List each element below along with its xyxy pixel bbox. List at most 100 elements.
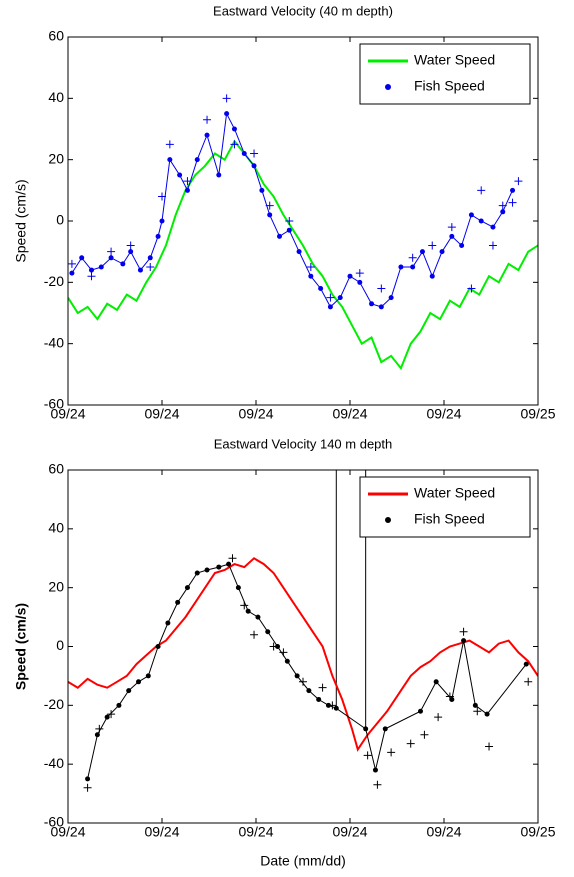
- data-point: [277, 233, 282, 239]
- plus-marker: [250, 149, 259, 158]
- legend-swatch: [385, 84, 391, 90]
- data-point: [137, 267, 143, 273]
- plus-marker: [107, 710, 116, 719]
- data-point: [231, 126, 237, 132]
- data-point: [419, 249, 425, 255]
- data-point: [357, 279, 363, 285]
- data-point: [459, 243, 465, 249]
- data-point: [308, 273, 314, 279]
- plus-marker: [250, 630, 259, 639]
- data-point: [155, 644, 161, 649]
- y-tick-label: 60: [48, 461, 64, 477]
- x-tick-label: 09/24: [238, 824, 273, 840]
- data-point: [98, 264, 104, 270]
- data-point: [241, 151, 247, 157]
- data-point: [255, 614, 261, 620]
- plus-marker: [87, 272, 96, 281]
- plus-marker: [467, 284, 476, 293]
- data-point: [145, 673, 151, 679]
- plus-marker: [203, 115, 212, 124]
- plus-marker: [514, 177, 523, 186]
- plus-marker: [434, 713, 443, 722]
- x-tick-label: 09/25: [520, 824, 555, 840]
- data-point: [147, 255, 153, 261]
- chart-title: Eastward Velocity (40 m depth): [213, 3, 393, 18]
- plus-marker: [126, 241, 135, 250]
- chart-title: Eastward Velocity 140 m depth: [214, 436, 393, 451]
- data-point: [500, 209, 506, 215]
- data-point: [284, 658, 290, 664]
- x-tick-label: 09/24: [426, 406, 461, 422]
- plus-marker: [406, 739, 415, 748]
- plus-marker: [363, 751, 372, 760]
- plus-marker: [222, 94, 231, 103]
- data-point: [449, 233, 455, 239]
- data-point: [128, 249, 134, 255]
- plus-marker: [459, 627, 468, 636]
- data-point: [165, 620, 171, 626]
- data-point: [286, 227, 292, 233]
- data-point: [159, 218, 165, 224]
- data-point: [126, 688, 132, 694]
- plus-marker: [299, 677, 307, 686]
- y-tick-label: 20: [48, 150, 64, 166]
- data-point: [296, 249, 302, 255]
- data-point: [155, 233, 161, 239]
- plus-marker: [373, 780, 382, 789]
- plus-marker: [107, 247, 116, 256]
- data-point: [318, 285, 324, 291]
- data-point: [245, 608, 251, 614]
- plus-marker: [488, 241, 497, 250]
- data-point: [523, 661, 529, 667]
- plot-content: [68, 94, 538, 371]
- plus-marker: [428, 241, 437, 250]
- y-tick-label: -40: [44, 755, 64, 771]
- axes-frame: [67, 469, 539, 824]
- plus-marker: [279, 648, 288, 657]
- y-tick-label: 60: [48, 28, 64, 44]
- series-line: [68, 557, 538, 752]
- plus-marker: [165, 140, 174, 149]
- y-tick-label: -20: [44, 273, 64, 289]
- plus-marker: [68, 259, 76, 268]
- plus-marker: [95, 724, 104, 733]
- data-point: [167, 157, 173, 163]
- data-point: [410, 264, 416, 270]
- plus-marker: [508, 198, 517, 207]
- data-point: [382, 726, 388, 732]
- data-point: [429, 273, 435, 279]
- data-point: [204, 132, 210, 138]
- data-point: [433, 679, 439, 685]
- data-point: [347, 273, 353, 279]
- data-point: [216, 172, 222, 178]
- data-point: [216, 564, 222, 570]
- plus-marker: [183, 177, 192, 186]
- plus-marker: [326, 293, 335, 302]
- data-point: [235, 585, 241, 591]
- y-axis-label: Speed (cm/s): [13, 179, 29, 262]
- plus-marker: [408, 253, 417, 262]
- data-point: [468, 212, 474, 218]
- plus-marker: [447, 223, 456, 232]
- x-tick-label: 09/24: [332, 824, 367, 840]
- legend-swatch: [385, 517, 391, 523]
- plus-marker: [83, 783, 92, 792]
- plus-marker: [265, 201, 274, 210]
- y-axis-label: Speed (cm/s): [13, 603, 29, 690]
- x-tick-label: 09/24: [426, 824, 461, 840]
- plus-marker: [269, 642, 278, 651]
- data-point: [177, 172, 183, 178]
- plus-marker: [285, 217, 294, 225]
- data-point: [104, 714, 110, 720]
- plus-marker: [485, 742, 494, 751]
- x-tick-label: 09/25: [520, 406, 555, 422]
- x-tick-label: 09/24: [50, 406, 85, 422]
- data-point: [265, 629, 271, 635]
- data-point: [120, 261, 126, 267]
- plus-marker: [240, 601, 249, 610]
- y-tick-label: 40: [48, 520, 64, 536]
- plus-marker: [158, 192, 166, 201]
- data-point: [316, 696, 322, 702]
- legend-box: [359, 43, 531, 105]
- data-point: [116, 702, 122, 708]
